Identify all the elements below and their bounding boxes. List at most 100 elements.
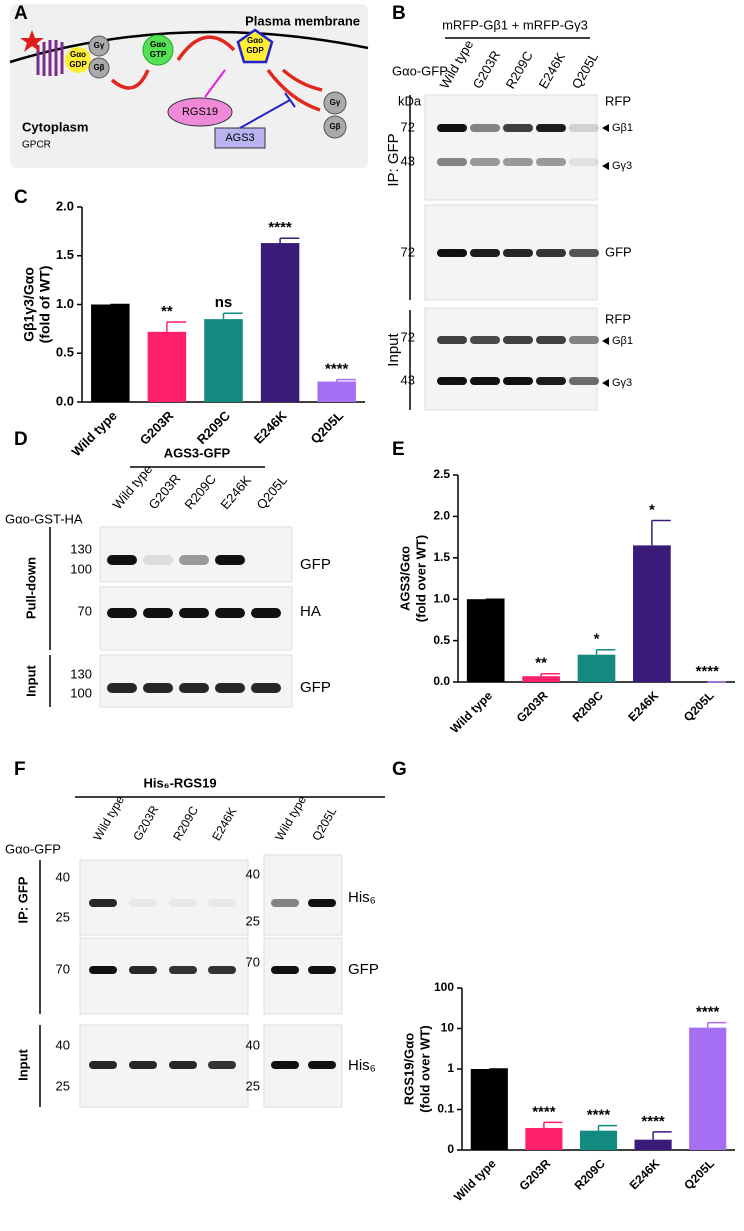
blot-band <box>569 336 599 344</box>
significance: * <box>649 502 655 519</box>
significance: **** <box>268 219 292 236</box>
error-bar <box>651 519 671 546</box>
group-label: Input <box>385 332 402 366</box>
label: GDP <box>246 46 264 55</box>
bar <box>466 599 505 682</box>
blot-band <box>208 966 236 974</box>
significance: **** <box>587 1107 611 1124</box>
lane-label: R209C <box>170 803 201 843</box>
x-tick-label: R209C <box>194 408 234 448</box>
x-tick-label: Wild type <box>448 688 496 736</box>
blot-band <box>569 158 599 166</box>
blot-band <box>271 966 299 974</box>
error-bar <box>279 237 300 244</box>
y-tick-label: 0.5 <box>56 345 74 360</box>
arrowhead <box>602 379 609 387</box>
arrow <box>176 35 236 61</box>
kda-marker: 25 <box>246 1078 260 1093</box>
error-bar <box>595 648 616 655</box>
significance: **** <box>696 1004 720 1021</box>
label: mRFP-Gβ1 + mRFP-Gγ3 <box>442 17 588 32</box>
kda-marker: 100 <box>70 561 92 576</box>
lane-label: R209C <box>503 49 536 92</box>
x-tick-label: G203R <box>516 1156 553 1193</box>
label: GPCR <box>22 140 51 151</box>
arrowhead <box>602 337 609 345</box>
bar <box>204 319 243 402</box>
blot-label: RFP <box>605 93 631 108</box>
diagram-bg <box>10 4 368 168</box>
blot-band <box>536 377 566 385</box>
blot-band <box>169 966 197 974</box>
kda-marker: 130 <box>70 666 92 681</box>
kda-marker: 100 <box>70 685 92 700</box>
y-tick-label: 0 <box>447 1142 454 1156</box>
kda-marker: 43 <box>401 153 415 168</box>
kda-marker: 25 <box>246 913 260 928</box>
lane-label: G203R <box>145 471 183 512</box>
error-bar <box>597 1124 618 1131</box>
x-tick-label: E246K <box>625 688 661 724</box>
blot-band <box>179 555 209 565</box>
kda-marker: 72 <box>401 244 415 259</box>
blot-panel <box>99 526 293 583</box>
arrow <box>110 69 150 90</box>
panel-label: B <box>392 3 406 24</box>
y-axis-label: RGS19/Gαo <box>401 1033 416 1105</box>
y-tick-label: 1.0 <box>433 591 450 605</box>
blot-label: Gβ1 <box>612 335 633 347</box>
group-label: Pull-down <box>23 557 38 619</box>
blot-label: GFP <box>348 961 379 978</box>
blot-label: Gγ3 <box>612 160 632 172</box>
blot-band <box>470 336 500 344</box>
blot-band <box>107 555 137 565</box>
blot-label: Gγ3 <box>612 377 632 389</box>
ligand <box>20 30 44 52</box>
x-tick-label: G203R <box>137 408 177 448</box>
arrowhead <box>602 124 609 132</box>
blot-band <box>215 555 245 565</box>
label: AGS3-GFP <box>164 445 231 460</box>
blot-band <box>308 966 336 974</box>
bar <box>260 243 300 402</box>
label: Gγ <box>94 41 105 50</box>
kda-marker: 25 <box>56 909 70 924</box>
label: AGS3 <box>225 132 254 144</box>
lane-label: R209C <box>181 471 219 512</box>
blot-band <box>251 608 281 618</box>
x-tick-label: E246K <box>627 1156 663 1192</box>
y-tick-label: 100 <box>434 980 454 994</box>
significance: * <box>594 631 600 648</box>
blot-panel <box>99 586 293 651</box>
y-axis-label: (fold over WT) <box>413 535 428 622</box>
y-tick-label: 0.1 <box>437 1102 454 1116</box>
blot-band <box>503 249 533 257</box>
label: Gαo <box>150 40 166 49</box>
blot-band <box>569 377 599 385</box>
bar <box>470 1069 508 1150</box>
y-axis-label: AGS3/Gαo <box>397 546 412 611</box>
x-tick-label: Wild type <box>68 408 119 459</box>
blot-band <box>437 124 467 132</box>
blot-label: RFP <box>605 311 631 326</box>
y-tick-label: 1.0 <box>56 296 74 311</box>
label: Gαo-GST-HA <box>5 511 83 526</box>
lane-label: G203R <box>470 48 504 91</box>
kda-marker: 70 <box>246 954 260 969</box>
y-tick-label: 1 <box>447 1061 454 1075</box>
blot-band <box>89 1061 117 1069</box>
kda-marker: 40 <box>246 866 260 881</box>
blot-panel <box>79 859 249 936</box>
blot-band <box>208 899 236 907</box>
ggamma-2 <box>323 91 347 115</box>
x-tick-label: Q205L <box>681 1156 717 1192</box>
error-bar <box>222 312 243 320</box>
error-bar <box>543 1121 563 1128</box>
lane-label: E246K <box>536 50 569 92</box>
galpha-gdp-2 <box>236 28 274 64</box>
label: Gαo <box>247 36 263 45</box>
blot-band <box>129 899 157 907</box>
bar <box>633 545 671 682</box>
lane-label: Q205L <box>309 805 339 843</box>
